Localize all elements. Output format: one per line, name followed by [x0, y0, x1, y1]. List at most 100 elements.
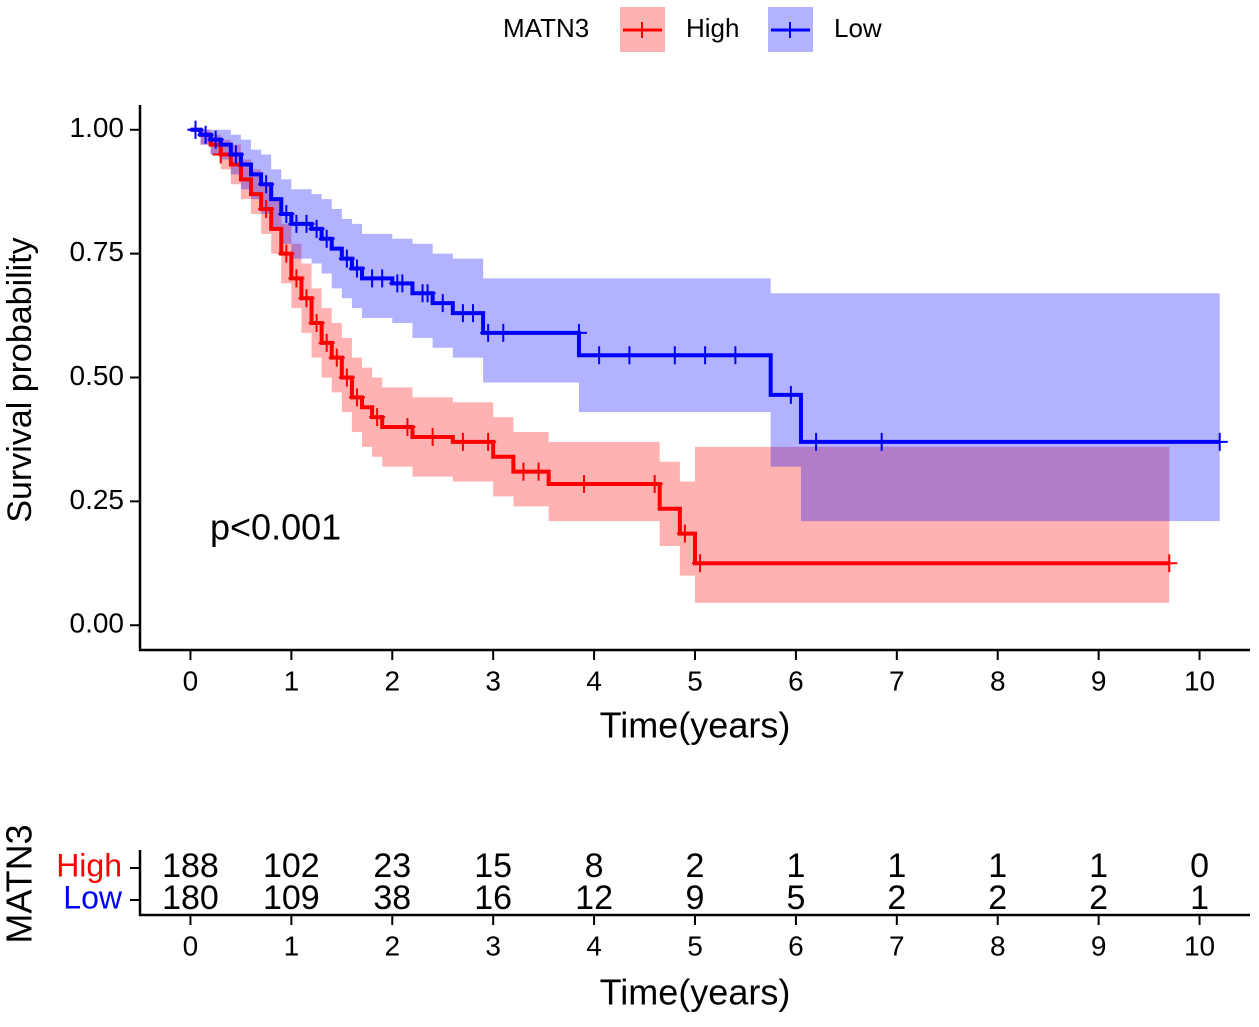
risk-count: 12: [575, 879, 613, 917]
censor-mark: [318, 229, 335, 248]
x-tick-label: 1: [284, 665, 300, 696]
censor-mark: [348, 259, 365, 278]
censor-mark: [692, 554, 709, 573]
risk-count: 0: [1190, 847, 1209, 885]
censor-mark: [227, 145, 244, 164]
censor-mark: [197, 125, 214, 144]
confidence-band: [190, 129, 1170, 603]
censor-mark: [369, 408, 386, 427]
censor-mark: [782, 385, 799, 404]
risk-count: 1: [1190, 879, 1209, 917]
x-tick-label: 8: [990, 665, 1006, 696]
censor-mark: [348, 388, 365, 407]
censor-mark: [646, 475, 663, 494]
x-axis-title: Time(years): [600, 705, 791, 746]
censor-mark: [591, 346, 608, 365]
y-tick-label: 0.75: [70, 236, 125, 267]
censor-mark: [288, 269, 305, 288]
censor-mark: [480, 323, 497, 342]
risk-count: 5: [786, 879, 805, 917]
y-tick-label: 1.00: [70, 112, 125, 143]
censor-mark: [399, 418, 416, 437]
censor-mark: [454, 432, 471, 451]
x-tick-label: 5: [687, 930, 703, 961]
censor-mark: [338, 249, 355, 268]
censor-mark: [212, 145, 229, 164]
censor-mark: [207, 130, 224, 149]
censor-mark: [576, 475, 592, 494]
censor-mark: [808, 432, 825, 451]
row-label: High: [56, 847, 122, 883]
x-tick-label: 7: [889, 930, 905, 961]
legend-label: Low: [834, 13, 882, 43]
censor-mark: [394, 274, 411, 293]
x-tick-label: 7: [889, 665, 905, 696]
risk-count: 15: [474, 847, 512, 885]
legend-label: High: [686, 13, 739, 43]
risk-count: 16: [474, 879, 512, 917]
censor-mark: [318, 333, 335, 352]
y-tick-label: 0.00: [70, 608, 125, 639]
x-tick-label: 4: [586, 665, 602, 696]
x-tick-label: 3: [485, 665, 501, 696]
censor-mark: [298, 214, 315, 233]
risk-count: 1: [1089, 847, 1108, 885]
risk-count: 109: [263, 879, 320, 917]
p-value: p<0.001: [210, 507, 341, 548]
censor-mark: [727, 346, 744, 365]
x-tick-label: 6: [788, 665, 804, 696]
censor-mark: [621, 346, 638, 365]
censor-mark: [308, 314, 325, 332]
legend-title: MATN3: [503, 13, 589, 43]
censor-mark: [278, 205, 295, 223]
risk-count: 1: [988, 847, 1007, 885]
risk-count: 2: [988, 879, 1007, 917]
x-tick-label: 0: [183, 665, 199, 696]
risk-count: 102: [263, 847, 320, 885]
censor-mark: [187, 120, 204, 139]
censor-mark: [328, 348, 345, 367]
x-tick-label: 6: [788, 930, 804, 961]
x-tick-label: 2: [384, 665, 400, 696]
x-tick-label: 9: [1091, 665, 1107, 696]
x-tick-label: 10: [1184, 930, 1215, 961]
x-tick-label: 10: [1184, 665, 1215, 696]
censor-mark: [278, 244, 295, 263]
censor-mark: [530, 462, 547, 481]
censor-mark: [1211, 432, 1228, 451]
x-tick-label: 2: [384, 930, 400, 961]
risk-count: 2: [1089, 879, 1108, 917]
y-axis-title: MATN3: [0, 824, 40, 943]
censor-mark: [495, 323, 512, 342]
censor-mark: [465, 304, 481, 323]
x-axis-title: Time(years): [600, 972, 791, 1013]
y-tick-label: 0.50: [70, 360, 125, 391]
x-tick-label: 5: [687, 665, 703, 696]
risk-count: 2: [887, 879, 906, 917]
x-tick-label: 1: [284, 930, 300, 961]
risk-count: 23: [373, 847, 411, 885]
censor-mark: [308, 219, 325, 238]
censor-mark: [515, 462, 532, 481]
censor-mark: [697, 346, 714, 365]
censor-mark: [338, 368, 355, 387]
censor-mark: [1161, 554, 1178, 573]
censor-mark: [434, 294, 451, 313]
row-label: Low: [63, 879, 123, 915]
risk-count: 9: [686, 879, 705, 917]
x-tick-label: 4: [586, 930, 602, 961]
censor-mark: [480, 432, 497, 451]
censor-mark: [873, 432, 890, 451]
censor-mark: [666, 346, 683, 365]
risk-count: 38: [373, 879, 411, 917]
x-tick-label: 0: [183, 930, 199, 961]
censor-mark: [298, 289, 315, 308]
risk-count: 180: [162, 879, 219, 917]
x-tick-label: 8: [990, 930, 1006, 961]
censor-mark: [258, 200, 275, 219]
censor-mark: [676, 524, 693, 543]
x-tick-label: 3: [485, 930, 501, 961]
risk-count: 1: [887, 847, 906, 885]
censor-mark: [419, 284, 436, 303]
censor-mark: [258, 175, 275, 194]
